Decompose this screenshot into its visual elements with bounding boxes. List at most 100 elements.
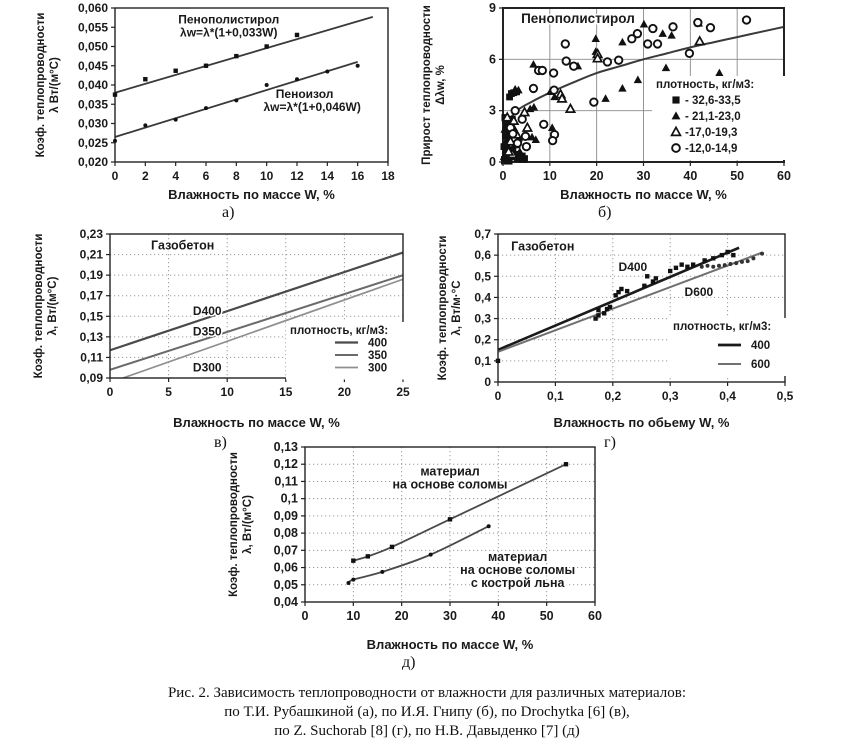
panel-label-b: б) (598, 204, 612, 221)
svg-text:Газобетон: Газобетон (151, 238, 214, 252)
svg-text:12: 12 (290, 169, 304, 183)
svg-text:0,06: 0,06 (274, 561, 298, 575)
svg-text:D400: D400 (619, 260, 648, 274)
svg-text:0,21: 0,21 (80, 248, 104, 262)
svg-text:0,050: 0,050 (78, 40, 108, 54)
panel-label-g: г) (604, 434, 616, 451)
svg-text:3: 3 (489, 104, 496, 118)
svg-text:0,17: 0,17 (80, 289, 104, 303)
svg-text:0,2: 0,2 (604, 389, 621, 403)
svg-text:Влажность по массе W, %: Влажность по массе W, % (173, 415, 340, 430)
svg-text:0,7: 0,7 (474, 227, 491, 241)
svg-text:0: 0 (489, 155, 496, 169)
svg-text:20: 20 (338, 385, 352, 399)
svg-text:Прирост теплопроводности: Прирост теплопроводности (421, 5, 433, 165)
svg-text:60: 60 (588, 609, 602, 623)
svg-text:Коэф. теплопроводности: Коэф. теплопроводности (33, 234, 45, 379)
svg-text:D300: D300 (193, 361, 222, 375)
chart-g-gazobeton-volume: 0 0,1 0,2 0,3 0,4 0,5 0 0,1 0,2 0,3 0,4 0,5 0,6 0,7 Вл… (437, 227, 794, 430)
svg-text:0: 0 (107, 385, 114, 399)
chart-d-straw-materials: 0 10 20 30 40 50 60 0,04 0,05 0,06 0,07 0,08 0,09 0,1… (228, 440, 602, 652)
svg-text:0,055: 0,055 (78, 20, 108, 34)
caption-line-3: по Z. Suchorab [8] (г), по Н.В. Давыденк… (274, 723, 580, 740)
svg-text:0,07: 0,07 (274, 543, 298, 557)
svg-text:20: 20 (395, 609, 409, 623)
svg-text:0,3: 0,3 (662, 389, 679, 403)
svg-text:0,23: 0,23 (80, 227, 104, 241)
svg-text:18: 18 (381, 169, 395, 183)
svg-text:Влажность по массе W, %: Влажность по массе W, % (560, 187, 727, 202)
svg-text:плотность, кг/м3:: плотность, кг/м3: (673, 321, 771, 333)
svg-text:λ, Вт/(м°С): λ, Вт/(м°С) (47, 276, 59, 335)
svg-text:0,040: 0,040 (78, 78, 108, 92)
panel-label-d: д) (402, 654, 416, 671)
svg-text:0,020: 0,020 (78, 155, 108, 169)
svg-text:10: 10 (260, 169, 274, 183)
svg-text:λ, Вт/м·°С: λ, Вт/м·°С (451, 280, 463, 335)
svg-text:60: 60 (777, 169, 791, 183)
svg-text:0,08: 0,08 (274, 526, 298, 540)
svg-text:Влажность по обьему W, %: Влажность по обьему W, % (554, 415, 730, 430)
svg-text:λw=λ*(1+0,033W): λw=λ*(1+0,033W) (180, 25, 277, 39)
svg-text:0,4: 0,4 (719, 389, 736, 403)
svg-text:D350: D350 (193, 325, 222, 339)
svg-text:0,13: 0,13 (80, 330, 104, 344)
svg-text:40: 40 (491, 609, 505, 623)
svg-text:350: 350 (368, 350, 387, 362)
svg-text:30: 30 (637, 169, 651, 183)
svg-text:Δλw, %: Δλw, % (435, 65, 447, 105)
svg-text:9: 9 (489, 1, 496, 15)
svg-text:30: 30 (443, 609, 457, 623)
svg-text:0,030: 0,030 (78, 117, 108, 131)
svg-text:λ, Вт/(м°С): λ, Вт/(м°С) (242, 495, 254, 554)
svg-text:300: 300 (368, 363, 387, 375)
svg-text:Коэф. теплопроводности: Коэф. теплопроводности (437, 236, 449, 381)
svg-text:10: 10 (543, 169, 557, 183)
svg-text:0,11: 0,11 (274, 474, 298, 488)
svg-text:0,1: 0,1 (547, 389, 564, 403)
svg-text:- 32,6-33,5: - 32,6-33,5 (685, 95, 741, 107)
svg-text:25: 25 (396, 385, 410, 399)
svg-text:4: 4 (172, 169, 179, 183)
svg-text:0,060: 0,060 (78, 1, 108, 15)
svg-text:D600: D600 (685, 285, 714, 299)
svg-text:λ Вт/(м°С): λ Вт/(м°С) (49, 57, 61, 113)
svg-text:10: 10 (221, 385, 235, 399)
svg-text:0,1: 0,1 (281, 492, 298, 506)
svg-text:0,11: 0,11 (80, 350, 103, 364)
svg-text:Влажность по массе W, %: Влажность по массе W, % (168, 187, 335, 202)
svg-text:14: 14 (321, 169, 335, 183)
svg-text:50: 50 (540, 609, 554, 623)
svg-text:8: 8 (233, 169, 240, 183)
svg-text:0,3: 0,3 (474, 312, 491, 326)
svg-text:0,035: 0,035 (78, 97, 108, 111)
svg-text:0: 0 (302, 609, 309, 623)
svg-text:0: 0 (484, 375, 491, 389)
svg-text:400: 400 (368, 338, 387, 350)
svg-text:0,09: 0,09 (80, 371, 104, 385)
svg-text:Газобетон: Газобетон (511, 239, 574, 253)
svg-text:15: 15 (279, 385, 293, 399)
chart-b-penopolistirol-scatter: 0 10 20 30 40 50 60 0 3 6 9 Влажность по массе W, %… (421, 1, 794, 202)
svg-text:D400: D400 (193, 304, 222, 318)
svg-text:0,4: 0,4 (474, 290, 491, 304)
svg-text:0: 0 (112, 169, 119, 183)
svg-text:Пенополистирол: Пенополистирол (178, 13, 279, 27)
svg-text:-12,0-14,9: -12,0-14,9 (685, 143, 737, 155)
svg-text:Пеноизол: Пеноизол (276, 87, 334, 101)
svg-text:плотность, кг/м3:: плотность, кг/м3: (656, 79, 754, 91)
svg-text:0,12: 0,12 (274, 457, 298, 471)
chart-v-gazobeton-mass: 0 5 10 15 20 25 0,09 0,11 0,13 0,15 0,17 0,19 0,21 0,… (33, 227, 410, 430)
caption-line-1: Рис. 2. Зависимость теплопроводности от … (167, 685, 687, 701)
svg-text:0,19: 0,19 (80, 268, 104, 282)
svg-text:Пенополистирол: Пенополистирол (521, 11, 635, 26)
caption-line-2: по Т.И. Рубашкиной (а), по И.Я. Гнипу (б… (224, 704, 630, 721)
panel-label-a: а) (222, 204, 235, 221)
panel-label-v: в) (214, 434, 227, 451)
svg-text:λw=λ*(1+0,046W): λw=λ*(1+0,046W) (263, 100, 360, 114)
svg-text:0,05: 0,05 (274, 578, 298, 592)
svg-text:10: 10 (346, 609, 360, 623)
chart-a-penopolistirol-penoizol: 0 2 4 6 8 10 12 14 16 18 0,020 0,025 0,030 0,035 0,040… (35, 1, 395, 202)
